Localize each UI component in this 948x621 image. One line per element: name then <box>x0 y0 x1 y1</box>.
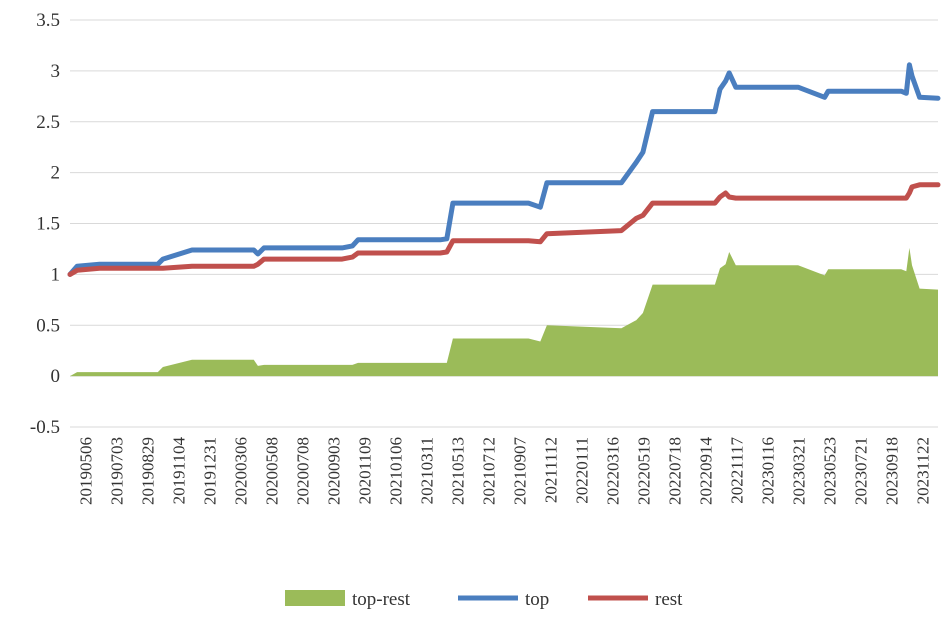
x-tick-label: 20200508 <box>263 437 282 505</box>
x-tick-label: 20220718 <box>666 437 685 505</box>
x-tick-label: 20201109 <box>356 437 375 504</box>
x-tick-label: 20191104 <box>170 437 189 505</box>
legend-label-top: top <box>525 589 549 610</box>
series-line-rest <box>67 182 941 277</box>
x-tick-label: 20210712 <box>480 437 499 505</box>
x-tick-label: 20230321 <box>790 437 809 505</box>
y-tick-label: 1.5 <box>36 214 60 235</box>
legend-swatch-top-rest <box>285 590 345 606</box>
y-tick-label: -0.5 <box>30 417 60 438</box>
x-tick-label: 20200903 <box>325 437 344 505</box>
x-tick-label: 20210513 <box>449 437 468 505</box>
x-tick-label: 20231122 <box>914 437 933 504</box>
y-tick-label: 1 <box>51 264 61 285</box>
legend: top-rest top rest <box>285 589 683 610</box>
x-tick-label: 20230116 <box>759 437 778 504</box>
x-tick-label: 20211112 <box>542 437 561 503</box>
x-tick-label: 20191231 <box>201 437 220 505</box>
y-axis-ticks: 3.5 3 2.5 2 1.5 1 0.5 0 -0.5 <box>30 10 60 438</box>
x-tick-label: 20230523 <box>821 437 840 505</box>
y-tick-label: 2.5 <box>36 112 60 133</box>
y-tick-label: 3 <box>51 61 61 82</box>
y-tick-label: 2 <box>51 163 61 184</box>
x-tick-label: 20210907 <box>511 437 530 506</box>
x-tick-label: 20221117 <box>728 437 747 504</box>
x-tick-label: 20210106 <box>387 437 406 505</box>
x-tick-label: 20220111 <box>573 437 592 504</box>
x-tick-label: 20230721 <box>852 437 871 505</box>
x-tick-label: 20190506 <box>77 437 96 505</box>
y-tick-label: 0 <box>51 366 61 387</box>
y-tick-label: 3.5 <box>36 10 60 31</box>
line-layer <box>67 62 941 277</box>
x-tick-label: 20200306 <box>232 437 251 505</box>
x-tick-label: 20190703 <box>108 437 127 505</box>
legend-label-top-rest: top-rest <box>352 589 411 610</box>
x-tick-label: 20220914 <box>697 437 716 506</box>
x-tick-label: 20210311 <box>418 437 437 504</box>
x-tick-label: 20220519 <box>635 437 654 505</box>
series-line-top <box>67 62 941 277</box>
x-tick-label: 20230918 <box>883 437 902 505</box>
x-tick-label: 20220316 <box>604 437 623 505</box>
series-area-top-rest <box>70 247 938 377</box>
grid-lines <box>70 19 938 428</box>
x-tick-label: 20200708 <box>294 437 313 505</box>
legend-label-rest: rest <box>655 589 683 610</box>
area-layer <box>70 247 938 377</box>
y-tick-label: 0.5 <box>36 315 60 336</box>
x-axis-ticks: 20190506 20190703 20190829 20191104 20191231… <box>77 437 933 506</box>
x-tick-label: 20190829 <box>139 437 158 505</box>
